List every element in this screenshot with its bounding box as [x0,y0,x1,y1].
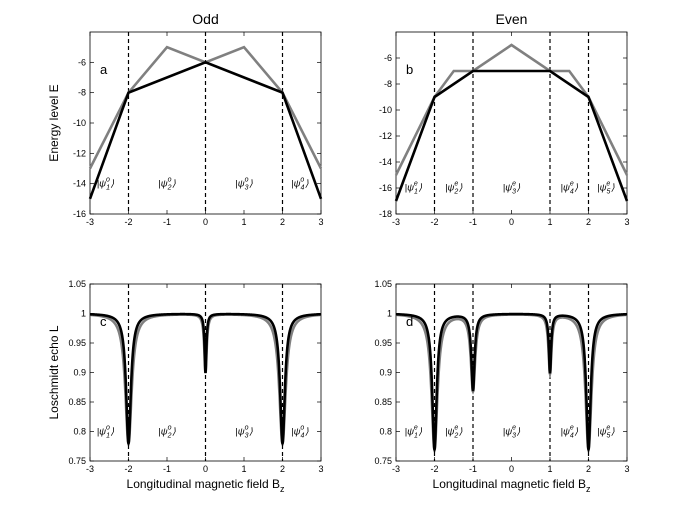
x-tick-label: 0 [203,464,208,474]
state-label: |ψ2e⟩ [445,424,463,439]
y-tick-label: -8 [384,79,392,89]
x-tick-label: -1 [469,217,477,227]
y-tick-label: -16 [379,183,392,193]
state-label: |ψ2e⟩ [445,181,463,196]
y-tick-label: -10 [73,118,86,128]
x-tick-label: -2 [124,464,132,474]
series-line-gray [394,43,629,176]
y-tick-label: 0.85 [374,397,392,407]
y-tick-label: 0.85 [68,397,86,407]
state-label: |ψ1e⟩ [405,181,423,196]
panel-letter: b [406,62,413,77]
y-tick-label: -14 [73,179,86,189]
y-tick-label: -12 [73,148,86,158]
x-axis-label: Longitudinal magnetic field Bz [127,477,285,494]
x-tick-label: -2 [430,217,438,227]
y-tick-label: 1.05 [68,279,86,289]
y-tick-label: -10 [379,105,392,115]
x-tick-label: 0 [203,217,208,227]
x-tick-label: 2 [586,217,591,227]
y-tick-label: 0.8 [379,427,392,437]
state-label: |ψ3o⟩ [235,424,253,439]
y-tick-label: -8 [78,88,86,98]
series-line-black [395,312,628,455]
x-tick-label: 3 [624,217,629,227]
x-tick-label: -2 [124,217,132,227]
x-axis-label: Longitudinal magnetic field Bz [433,477,591,494]
panel-letter: a [100,62,108,77]
x-tick-label: 0 [509,217,514,227]
x-tick-label: 1 [547,464,552,474]
y-tick-label: 1.05 [374,279,392,289]
chart-panel-c: -3 -2 -1 0 1 2 3 0.75 0.8 0.85 0.9 0.95 1 1.05 |ψ1o⟩ |ψ… [47,279,324,494]
x-tick-label: 0 [509,464,514,474]
state-label: |ψ3e⟩ [503,181,521,196]
y-tick-label: -16 [73,209,86,219]
y-tick-label: 0.8 [73,427,86,437]
y-axis-label: Energy level E [47,84,61,161]
y-tick-label: 0.9 [73,368,86,378]
x-tick-label: 1 [241,217,246,227]
x-tick-label: -1 [469,464,477,474]
y-tick-label: 0.95 [68,338,86,348]
state-label: |ψ3o⟩ [235,177,253,192]
series-line-black [394,69,629,202]
y-tick-label: 0.75 [374,456,392,466]
x-tick-label: 1 [547,217,552,227]
x-tick-label: -3 [392,217,400,227]
x-tick-label: -3 [86,217,94,227]
x-tick-label: -1 [163,464,171,474]
state-label: |ψ1o⟩ [97,177,115,192]
y-tick-label: 1 [81,309,86,319]
state-label: |ψ3e⟩ [503,424,521,439]
x-tick-label: 3 [624,464,629,474]
state-label: |ψ4e⟩ [561,424,579,439]
series-line-black [88,60,323,200]
x-tick-label: -2 [430,464,438,474]
x-tick-label: -3 [86,464,94,474]
y-tick-label: -12 [379,131,392,141]
x-tick-label: 2 [280,217,285,227]
series-line-black [89,312,322,448]
panel-title: Odd [192,11,218,27]
x-tick-label: 2 [280,464,285,474]
x-tick-label: 1 [241,464,246,474]
state-label: |ψ2o⟩ [158,424,176,439]
panel-letter: c [100,314,107,329]
state-label: |ψ5e⟩ [597,424,615,439]
x-tick-label: 3 [318,217,323,227]
state-label: |ψ4o⟩ [291,424,309,439]
y-tick-label: -6 [384,53,392,63]
panel-title: Even [496,11,528,27]
state-label: |ψ4e⟩ [561,181,579,196]
y-tick-label: 0.75 [68,456,86,466]
state-label: |ψ2o⟩ [158,177,176,192]
x-tick-label: -3 [392,464,400,474]
chart-panel-a: -3 -2 -1 0 1 2 3-16-14-12-10-8-6|ψ1o⟩ |ψ2o⟩ |ψ3o… [47,11,324,227]
y-tick-label: -6 [78,57,86,67]
state-label: |ψ1e⟩ [405,424,423,439]
panel-letter: d [406,314,413,329]
x-tick-label: -1 [163,217,171,227]
x-tick-label: 2 [586,464,591,474]
x-tick-label: 3 [318,464,323,474]
chart-panel-b: -3 -2 -1 0 1 2 3-18-16-14-12-10-8-6|ψ1e⟩ |ψ2e⟩ |… [379,11,630,227]
state-label: |ψ5e⟩ [597,181,615,196]
chart-panel-d: -3 -2 -1 0 1 2 3 0.75 0.8 0.85 0.9 0.95 1 1.05 |ψ1e⟩ |ψ… [374,279,629,494]
state-label: |ψ1o⟩ [97,424,115,439]
state-label: |ψ4o⟩ [291,177,309,192]
y-tick-label: 0.9 [379,368,392,378]
y-tick-label: 0.95 [374,338,392,348]
y-tick-label: -18 [379,209,392,219]
y-tick-label: 1 [387,309,392,319]
y-axis-label: Loschmidt echo L [47,325,61,419]
y-tick-label: -14 [379,157,392,167]
